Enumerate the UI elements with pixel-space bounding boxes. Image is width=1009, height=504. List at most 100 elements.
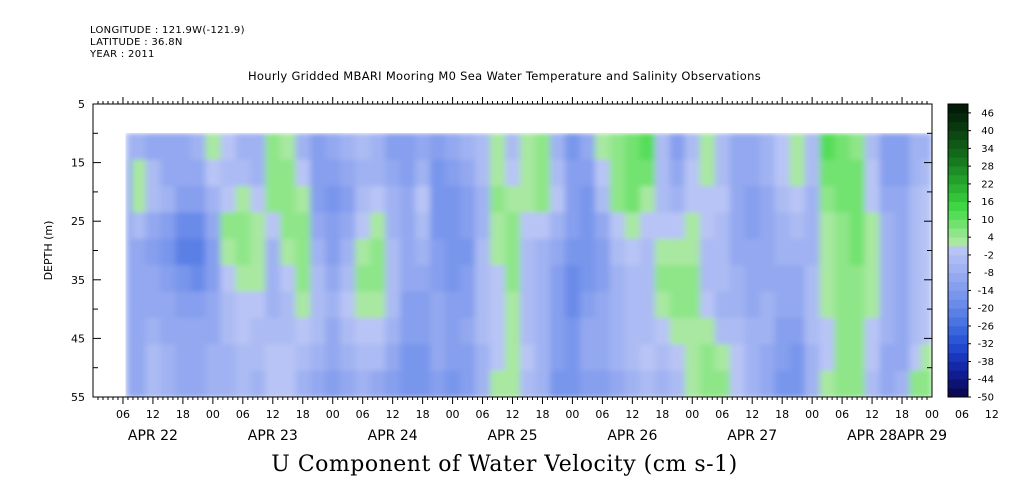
heatmap-cell — [920, 133, 932, 161]
heatmap-cells — [125, 133, 932, 397]
heatmap-cell — [430, 344, 446, 372]
heatmap-cell — [549, 133, 566, 161]
heatmap-cell — [220, 159, 236, 187]
heatmap-cell — [490, 344, 506, 372]
heatmap-cell — [804, 370, 821, 397]
heatmap-cell — [609, 159, 626, 187]
heatmap-cell — [370, 265, 386, 293]
heatmap-cell — [190, 238, 206, 266]
heatmap-cell — [624, 186, 641, 214]
x-date-label: APR 28 — [847, 428, 897, 444]
heatmap-cell — [699, 159, 716, 187]
heatmap-cell — [490, 212, 506, 240]
heatmap-cell — [549, 186, 566, 214]
heatmap-cell — [714, 133, 731, 161]
heatmap-cell — [609, 291, 626, 319]
heatmap-cell — [894, 212, 911, 240]
heatmap-cell — [280, 212, 296, 240]
heatmap-cell — [475, 291, 491, 319]
heatmap-cell — [490, 370, 506, 397]
heatmap-cell — [579, 344, 596, 372]
heatmap-cell — [759, 238, 776, 266]
heatmap-cell — [125, 317, 133, 345]
heatmap-cell — [669, 212, 686, 240]
heatmap-cell — [475, 238, 491, 266]
x-hour-label: 18 — [416, 408, 430, 421]
heatmap-cell — [175, 238, 191, 266]
heatmap-cell — [849, 238, 866, 266]
heatmap-cell — [125, 344, 133, 372]
heatmap-cell — [145, 344, 162, 372]
heatmap-cell — [235, 159, 251, 187]
heatmap-cell — [579, 212, 596, 240]
heatmap-cell — [310, 344, 326, 372]
colorbar-label: 34 — [981, 144, 994, 155]
heatmap-cell — [909, 317, 922, 345]
heatmap-cell — [310, 212, 326, 240]
heatmap-cell — [909, 212, 922, 240]
heatmap-cell — [684, 159, 701, 187]
heatmap-cell — [460, 265, 476, 293]
heatmap-cell — [505, 133, 521, 161]
heatmap-cell — [175, 370, 191, 397]
heatmap-cell — [654, 238, 671, 266]
heatmap-cell — [160, 344, 177, 372]
heatmap-cell — [534, 159, 551, 187]
heatmap-cell — [819, 317, 836, 345]
heatmap-cell — [909, 238, 922, 266]
heatmap-cell — [400, 212, 416, 240]
heatmap-cell — [864, 212, 881, 240]
heatmap-cell — [370, 238, 386, 266]
heatmap-cell — [370, 370, 386, 397]
heatmap-cell — [639, 212, 656, 240]
heatmap-cell — [340, 238, 356, 266]
heatmap-cell — [250, 291, 266, 319]
x-date-label: APR 23 — [248, 428, 298, 444]
heatmap-cell — [125, 265, 133, 293]
heatmap-cell — [669, 133, 686, 161]
heatmap-cell — [864, 265, 881, 293]
heatmap-cell — [220, 370, 236, 397]
heatmap-cell — [834, 265, 851, 293]
heatmap-cell — [789, 344, 806, 372]
heatmap-cell — [145, 159, 162, 187]
heatmap-cell — [609, 186, 626, 214]
colorbar-label: 28 — [981, 162, 994, 173]
heatmap-cell — [669, 370, 686, 397]
heatmap-cell — [235, 317, 251, 345]
heatmap-cell — [160, 317, 177, 345]
heatmap-cell — [355, 212, 371, 240]
heatmap-cell — [744, 317, 761, 345]
heatmap-cell — [744, 238, 761, 266]
heatmap-cell — [669, 344, 686, 372]
heatmap-cell — [804, 344, 821, 372]
heatmap-cell — [250, 370, 266, 397]
heatmap-cell — [534, 317, 551, 345]
colorbar-frame — [947, 103, 969, 398]
heatmap-cell — [609, 212, 626, 240]
heatmap-cell — [819, 186, 836, 214]
heatmap-cell — [879, 238, 896, 266]
heatmap-cell — [774, 133, 791, 161]
heatmap-cell — [505, 159, 521, 187]
heatmap-cell — [430, 159, 446, 187]
heatmap-cell — [519, 238, 536, 266]
heatmap-cell — [920, 212, 932, 240]
heatmap-cell — [220, 291, 236, 319]
heatmap-cell — [475, 265, 491, 293]
heatmap-cell — [699, 133, 716, 161]
heatmap-cell — [250, 133, 266, 161]
heatmap-cell — [355, 133, 371, 161]
colorbar-swatch — [948, 263, 968, 274]
axes: 5 15 25 35 45 55 DEPTH (m) 06 12 18 00 06 12 18 00 06 12… — [42, 97, 999, 444]
heatmap-cell — [490, 317, 506, 345]
colorbar-swatch — [948, 166, 968, 176]
heatmap-cell — [594, 212, 611, 240]
heatmap-cell — [175, 291, 191, 319]
y-axis-label: DEPTH (m) — [42, 221, 55, 281]
heatmap-cell — [445, 291, 461, 319]
heatmap-cell — [175, 265, 191, 293]
heatmap-cell — [594, 370, 611, 397]
colorbar-swatch — [948, 219, 968, 229]
heatmap-cell — [519, 317, 536, 345]
